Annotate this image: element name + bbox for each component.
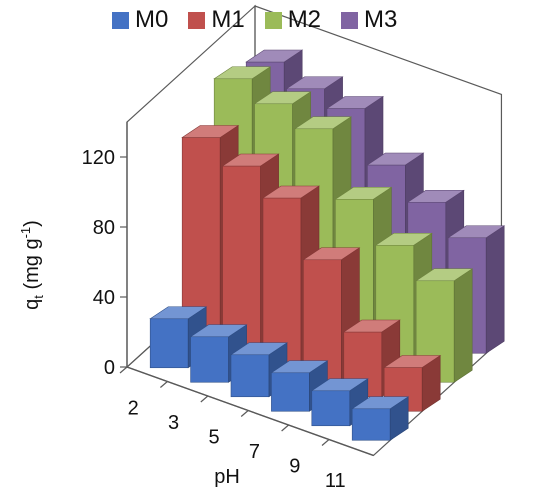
legend-swatch [112, 11, 129, 29]
x-tick-label: 9 [289, 455, 300, 477]
bar-M0-11 [351, 396, 410, 441]
bar-M2-11 [415, 268, 474, 383]
legend-swatch [341, 11, 359, 29]
legend-item: M0 [112, 6, 168, 34]
x-tick-label: 3 [168, 412, 179, 434]
y-tick-label: 0 [104, 357, 115, 379]
bar-M0-7 [270, 360, 329, 412]
chart-bars [149, 49, 506, 441]
y-tick-labels: 0 40 80 120 [82, 147, 127, 379]
x-axis-line [126, 366, 374, 457]
legend-label: M3 [364, 6, 398, 33]
y-axis-label: qt (mg g-1) [18, 220, 46, 310]
x-tick-label: 7 [249, 441, 260, 463]
legend: M0 M1 M2 M3 [112, 4, 397, 36]
y-tick-label: 80 [93, 217, 115, 239]
x-axis-label: pH [214, 466, 240, 488]
legend-item: M2 [264, 6, 322, 34]
x-tick-label: 5 [208, 426, 219, 448]
y-tick-label: 40 [93, 287, 115, 309]
legend-label: M1 [211, 6, 245, 33]
chart-front-frame [126, 122, 374, 457]
legend-swatch [264, 11, 282, 29]
legend-item: M1 [188, 6, 245, 34]
legend-swatch [188, 11, 206, 29]
x-tick-labels: 2 3 5 7 9 11 [119, 366, 346, 492]
legend-item: M3 [341, 6, 397, 34]
y-tick-label: 120 [82, 147, 115, 169]
legend-label: M0 [135, 6, 169, 33]
x-tick-label: 11 [325, 470, 346, 492]
legend-label: M2 [287, 6, 322, 33]
x-tick-label: 2 [128, 397, 139, 419]
